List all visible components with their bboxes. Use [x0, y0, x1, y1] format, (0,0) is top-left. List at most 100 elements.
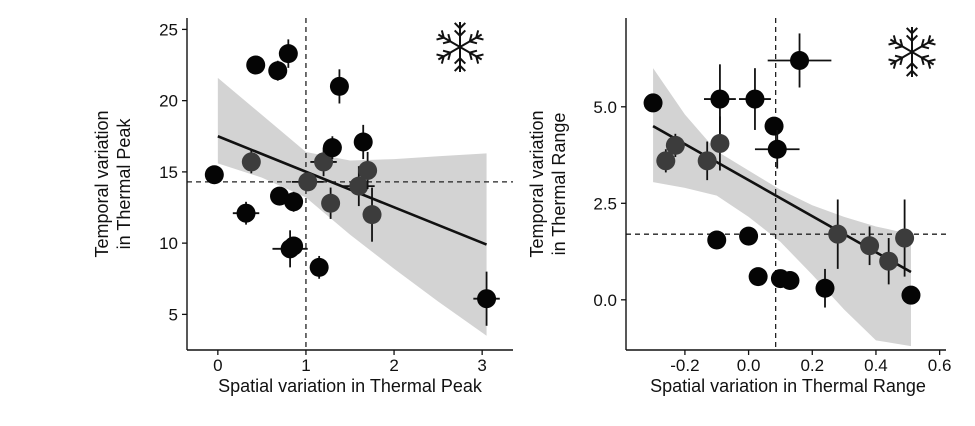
snowflake-branch [905, 27, 913, 34]
y-axis-label-line2: in Thermal Range [549, 113, 569, 256]
point-marker [278, 44, 298, 64]
y-tick-label: 5.0 [593, 98, 617, 117]
y-tick-label: 15 [159, 163, 178, 182]
snowflake-branch [905, 70, 913, 77]
y-axis-label-line1: Temporal variation [527, 110, 547, 257]
point-marker [860, 236, 880, 256]
point-marker [477, 289, 497, 309]
data-point [860, 226, 880, 266]
data-points-group [204, 39, 500, 326]
x-tick-label: 2 [389, 356, 398, 375]
data-point [767, 33, 832, 88]
data-point [828, 199, 848, 269]
x-tick-label: 0 [213, 356, 222, 375]
snowflake-branch [921, 54, 930, 59]
snowflake-branch [468, 33, 473, 42]
y-axis-label-line2: in Thermal Peak [114, 118, 134, 250]
point-marker [710, 89, 730, 109]
y-tick-label: 2.5 [593, 194, 617, 213]
point-marker [879, 251, 899, 271]
reference-lines [626, 18, 946, 350]
data-point [879, 238, 899, 285]
x-tick-labels: 0 1 2 3 [213, 350, 487, 375]
snowflake-branch [894, 45, 903, 50]
snowflake-icon [436, 22, 484, 72]
snowflake-branch [459, 65, 467, 72]
point-marker [353, 132, 373, 152]
data-point [246, 55, 266, 75]
snowflake-branch [447, 33, 452, 42]
x-tick-label: 3 [477, 356, 486, 375]
data-point [643, 93, 663, 113]
snowflake-branch [899, 57, 904, 66]
data-point [754, 129, 800, 169]
data-point [707, 230, 727, 250]
confidence-band [217, 77, 487, 336]
snowflake-branch [911, 34, 919, 42]
snowflake-branch [475, 53, 484, 58]
x-tick-label: 0.6 [928, 356, 952, 375]
point-marker [828, 224, 848, 244]
x-axis-label: Spatial variation in Thermal Peak [218, 376, 483, 396]
point-marker [241, 152, 261, 172]
point-marker [707, 230, 727, 250]
snowflake-branch [927, 58, 936, 63]
data-point [748, 267, 768, 287]
panel-thermal-range: -0.2 0.0 0.2 0.4 0.6 0.0 2.5 5.0 Spatial varia… [527, 18, 951, 396]
data-point [204, 165, 224, 185]
y-tick-labels: 0.0 2.5 5.0 [593, 98, 626, 310]
y-tick-labels: 5 10 15 20 25 [159, 20, 187, 324]
snowflake-branch [475, 30, 480, 38]
snowflake-branch [888, 58, 897, 63]
data-point [241, 150, 261, 174]
data-point [284, 191, 304, 212]
x-tick-label: -0.2 [670, 356, 699, 375]
snowflake-branch [905, 34, 913, 42]
data-point [656, 149, 676, 173]
data-point [697, 141, 717, 181]
data-point [329, 69, 349, 104]
data-point [278, 39, 298, 68]
snowflake-branch [453, 65, 461, 72]
point-marker [764, 116, 784, 136]
point-marker [790, 50, 810, 70]
data-point [901, 285, 921, 305]
y-tick-label: 0.0 [593, 291, 617, 310]
point-marker [246, 55, 266, 75]
snowflake-branch [447, 52, 452, 61]
x-tick-label: 0.4 [864, 356, 888, 375]
snowflake-branch [459, 29, 467, 37]
snowflake-branch [459, 57, 467, 65]
data-point [895, 199, 915, 277]
point-marker [901, 285, 921, 305]
snowflake-branch [459, 22, 467, 29]
point-marker [739, 226, 759, 246]
point-marker [780, 271, 800, 291]
snowflake-branch [911, 62, 919, 70]
snowflake-branch [468, 52, 473, 61]
x-tick-label: 1 [301, 356, 310, 375]
point-marker [895, 228, 915, 248]
snowflake-branch [927, 61, 932, 69]
data-point [353, 124, 373, 160]
panel-thermal-peak: 0 1 2 3 5 10 15 20 25 Spatial variation in Ther… [92, 18, 513, 396]
data-point [780, 271, 800, 291]
snowflake-branch [899, 38, 904, 47]
data-point [321, 187, 341, 219]
snowflake-branch [469, 40, 478, 45]
point-marker [767, 139, 787, 159]
point-marker [268, 61, 288, 81]
snowflake-branch [905, 62, 913, 70]
snowflake-branch [453, 22, 461, 29]
data-point [815, 268, 835, 308]
snowflake-branch [911, 27, 919, 34]
snowflake-branch [927, 41, 936, 46]
snowflake-branch [892, 35, 897, 43]
snowflake-branch [453, 57, 461, 65]
snowflake-branch [469, 49, 478, 54]
snowflake-branch [475, 36, 484, 41]
snowflake-icon [888, 27, 936, 77]
x-axis-label: Spatial variation in Thermal Range [650, 376, 926, 396]
data-point [764, 116, 784, 136]
axes [186, 18, 513, 351]
